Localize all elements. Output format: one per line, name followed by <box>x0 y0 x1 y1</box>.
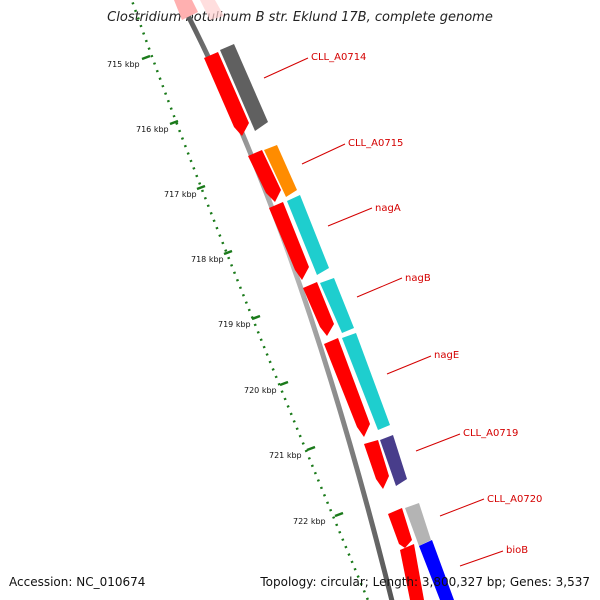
cds-feature <box>303 282 334 336</box>
tick-label-719: 719 kbp <box>218 320 251 329</box>
cds-feature <box>388 508 412 548</box>
cds-feature <box>364 440 389 489</box>
cds-feature <box>269 202 309 280</box>
cds-feature <box>204 52 249 136</box>
genome-stats-text: Topology: circular; Length: 3,800,327 bp… <box>260 575 590 589</box>
cds-feature <box>324 338 370 437</box>
gene-feature-nagb <box>320 278 354 333</box>
tick-label-715: 715 kbp <box>107 60 140 69</box>
gene-track <box>220 44 454 600</box>
gene-feature-biob <box>419 540 454 600</box>
gene-label-cll-a0720: CLL_A0720 <box>487 494 542 505</box>
gene-label-cll-a0714: CLL_A0714 <box>311 52 366 63</box>
gene-label-nagb: nagB <box>405 273 431 284</box>
map-title: Clostridium botulinum B str. Eklund 17B,… <box>107 10 493 25</box>
tick-label-718: 718 kbp <box>191 255 224 264</box>
top-faint-blocks <box>174 0 224 20</box>
ruler-tick-marks <box>141 54 344 518</box>
gene-labels: CLL_A0714 CLL_A0715 nagA nagB nagE CLL_A… <box>311 52 542 556</box>
gene-feature-naga <box>287 195 329 275</box>
gene-feature-cll-a0714 <box>220 44 268 131</box>
gene-feature-cll-a0715 <box>264 145 297 197</box>
cds-feature <box>248 150 281 202</box>
label-leader-lines <box>263 57 504 567</box>
gene-feature-nage <box>342 333 390 430</box>
gene-label-nage: nagE <box>434 350 459 361</box>
tick-label-721: 721 kbp <box>269 451 302 460</box>
tick-label-716: 716 kbp <box>136 125 169 134</box>
gene-label-naga: nagA <box>375 203 401 214</box>
cds-feature <box>400 544 424 600</box>
tick-label-722: 722 kbp <box>293 517 326 526</box>
accession-text: Accession: NC_010674 <box>9 575 146 589</box>
genome-backbone <box>177 0 395 600</box>
tick-label-717: 717 kbp <box>164 190 197 199</box>
gene-feature-cll-a0719 <box>380 435 407 486</box>
cds-track <box>204 52 424 600</box>
gene-label-cll-a0715: CLL_A0715 <box>348 138 403 149</box>
ruler-tick-labels: 715 kbp 716 kbp 717 kbp 718 kbp 719 kbp … <box>107 60 326 526</box>
gene-label-cll-a0719: CLL_A0719 <box>463 428 518 439</box>
gene-label-biob: bioB <box>506 545 528 556</box>
gene-feature-cll-a0720 <box>405 503 431 546</box>
tick-label-720: 720 kbp <box>244 386 277 395</box>
